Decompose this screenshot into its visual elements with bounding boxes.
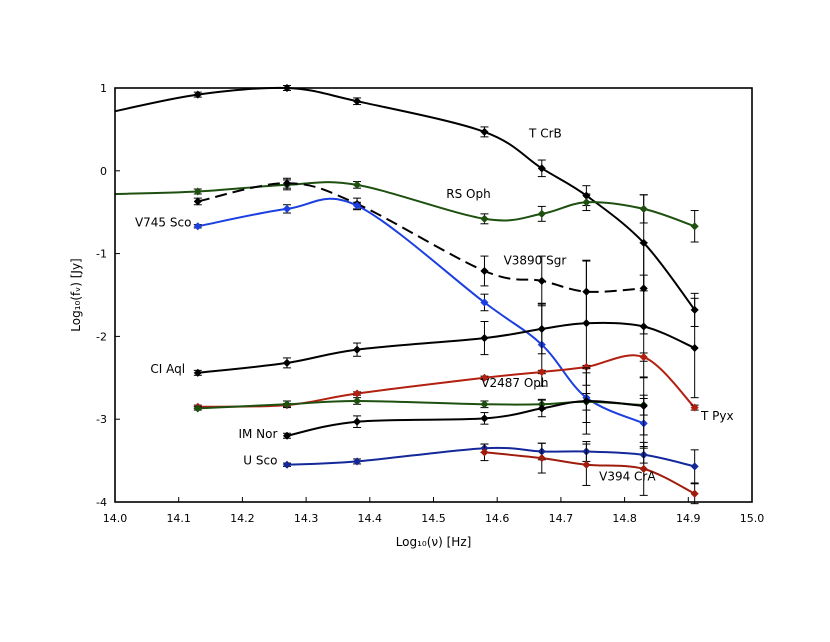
data-point-rs-oph xyxy=(537,209,546,219)
data-point-v394-cra xyxy=(582,460,591,469)
data-point-rs-oph xyxy=(193,187,202,196)
data-point-t-crb xyxy=(352,97,362,106)
data-point-ci-aql xyxy=(690,343,699,353)
series-ci-aql xyxy=(193,260,699,399)
y-tick-label: -2 xyxy=(96,330,107,343)
x-tick-label: 14.6 xyxy=(485,512,510,525)
series-line-v3890-sgr xyxy=(197,182,644,293)
data-point-im-nor xyxy=(582,396,591,406)
data-point-im-nor xyxy=(282,431,292,440)
series-layer xyxy=(114,83,699,505)
plot-frame xyxy=(114,87,753,503)
label-im-nor: IM Nor xyxy=(238,427,277,441)
data-point-v745-sco xyxy=(480,298,489,307)
x-tick-label: 14.1 xyxy=(166,512,191,525)
data-point-rs-oph xyxy=(690,222,699,231)
series-line-u-sco xyxy=(286,446,695,468)
data-point-v3890-sgr xyxy=(193,197,202,206)
data-point-v394-cra xyxy=(639,464,648,474)
data-point-t-pyx xyxy=(480,373,489,382)
data-point-t-crb xyxy=(480,127,489,137)
series-line-t-pyx xyxy=(197,354,696,409)
data-point-rs-oph xyxy=(352,180,362,190)
y-tick-label: -4 xyxy=(96,496,107,509)
data-point-rs-oph xyxy=(480,214,489,223)
series-v394-cra xyxy=(480,441,699,505)
data-point-ci-aql xyxy=(282,358,292,368)
data-point-v745-sco xyxy=(282,204,292,214)
label-v394-cra: V394 CrA xyxy=(599,469,656,483)
data-point-v394-cra xyxy=(537,453,546,463)
x-tick-label: 14.3 xyxy=(294,512,319,525)
data-point-v3890-sgr xyxy=(537,276,546,286)
data-point-v745-sco xyxy=(193,222,202,231)
data-point-ci-aql xyxy=(193,368,202,377)
y-tick-label: 0 xyxy=(100,165,107,178)
x-tick-label: 14.8 xyxy=(612,512,637,525)
x-tick-label: 14.9 xyxy=(676,512,701,525)
series-line-t-crb xyxy=(114,86,696,311)
data-point-v2487-oph xyxy=(193,404,202,413)
x-axis-label: Log₁₀(ν) [Hz] xyxy=(396,535,472,549)
series-v2487-oph xyxy=(193,393,648,416)
x-tick-label: 15.0 xyxy=(740,512,765,525)
data-point-ci-aql xyxy=(352,345,362,354)
label-u-sco: U Sco xyxy=(243,454,277,468)
series-line-v745-sco xyxy=(197,197,645,425)
label-rs-oph: RS Oph xyxy=(446,187,490,201)
data-point-ci-aql xyxy=(537,324,546,334)
data-point-t-crb xyxy=(537,164,546,173)
axis-layer: 14.0 14.1 14.2 14.3 14.4 14.5 14.6 14.7 14.8 14.9… xyxy=(96,82,764,525)
data-point-v2487-oph xyxy=(480,400,489,409)
data-point-ci-aql xyxy=(639,322,648,331)
y-axis-label: Log₁₀(fᵥ) [Jy] xyxy=(69,258,83,331)
label-v2487-oph: V2487 Oph xyxy=(481,376,548,390)
label-t-crb: T CrB xyxy=(528,127,562,141)
series-t-crb xyxy=(114,83,699,327)
data-point-im-nor xyxy=(352,417,362,426)
data-point-t-pyx xyxy=(639,352,648,362)
data-point-v745-sco xyxy=(352,201,362,210)
annotation-layer: T CrB RS Oph V745 Sco V3890 Sgr CI Aql V2487 … xyxy=(135,127,734,484)
data-point-u-sco xyxy=(352,457,362,466)
y-tick-label: 1 xyxy=(100,82,107,95)
data-point-v394-cra xyxy=(690,489,699,498)
data-point-v2487-oph xyxy=(352,396,362,406)
x-tick-label: 14.5 xyxy=(421,512,446,525)
x-tick-label: 14.7 xyxy=(549,512,574,525)
series-rs-oph xyxy=(114,179,699,243)
data-point-im-nor xyxy=(639,401,648,411)
data-point-v2487-oph xyxy=(282,400,292,409)
label-ci-aql: CI Aql xyxy=(150,362,185,376)
data-point-ci-aql xyxy=(582,318,591,328)
data-point-v394-cra xyxy=(480,448,489,457)
y-tick-label: -1 xyxy=(96,248,107,261)
label-v745-sco: V745 Sco xyxy=(135,215,191,229)
data-point-ci-aql xyxy=(480,333,489,343)
y-tick-label: -3 xyxy=(96,413,107,426)
data-point-rs-oph xyxy=(582,198,591,207)
data-point-im-nor xyxy=(480,414,489,423)
series-line-ci-aql xyxy=(197,321,696,374)
series-line-im-nor xyxy=(286,399,644,437)
label-t-pyx: T Pyx xyxy=(700,409,734,423)
data-point-u-sco xyxy=(690,462,699,471)
data-point-v3890-sgr xyxy=(282,179,292,188)
data-point-t-crb xyxy=(193,90,202,99)
series-im-nor xyxy=(282,367,648,440)
x-tick-label: 14.0 xyxy=(103,512,128,525)
data-point-rs-oph xyxy=(639,204,648,214)
data-point-t-pyx xyxy=(352,389,362,398)
data-point-t-pyx xyxy=(690,403,699,412)
data-point-im-nor xyxy=(537,404,546,413)
data-point-v3890-sgr xyxy=(480,266,489,276)
label-v3890-sgr: V3890 Sgr xyxy=(504,253,567,267)
x-tick-label: 14.4 xyxy=(358,512,383,525)
x-tick-label: 14.2 xyxy=(230,512,255,525)
data-point-t-pyx xyxy=(537,367,546,377)
series-line-rs-oph xyxy=(114,181,696,228)
data-point-u-sco xyxy=(282,460,292,469)
